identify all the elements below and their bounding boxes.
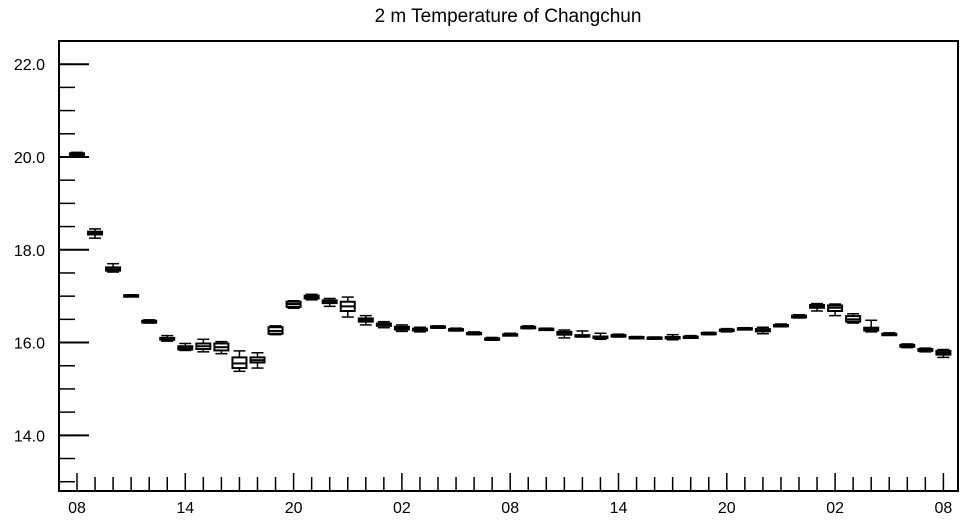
box-item (935, 348, 952, 359)
box-item (466, 331, 483, 336)
box-item (881, 332, 898, 337)
box-item (267, 325, 284, 336)
box-item (159, 334, 176, 342)
box-item (249, 352, 266, 369)
box-item (87, 228, 104, 239)
x-tick-label: 02 (393, 500, 411, 517)
box-item (141, 319, 158, 324)
box-item (791, 313, 807, 319)
x-tick-label: 08 (935, 500, 953, 517)
x-tick-label: 20 (285, 500, 303, 517)
y-tick-label: 18.0 (14, 243, 45, 260)
box-item (736, 326, 753, 331)
box-item (213, 340, 230, 355)
box-item (700, 331, 717, 336)
box-item (899, 343, 916, 349)
y-tick-label: 14.0 (14, 428, 45, 445)
box-item (105, 262, 122, 273)
box-item (538, 327, 555, 332)
x-tick-label: 20 (718, 500, 736, 517)
chart-title: 2 m Temperature of Changchun (375, 6, 642, 27)
box-item (754, 326, 771, 335)
box-series (69, 151, 952, 373)
plot-frame (58, 40, 959, 492)
box-item (520, 325, 537, 330)
x-tick-label: 14 (610, 500, 628, 517)
box-item (69, 151, 85, 157)
box-item (592, 332, 609, 341)
box-item (448, 327, 465, 332)
box-item (411, 326, 428, 333)
box-item (123, 294, 140, 298)
box-item (556, 329, 573, 339)
box-item (303, 293, 320, 301)
box-item (393, 324, 410, 333)
box-item (610, 333, 627, 338)
box-item (231, 350, 248, 373)
box-item (863, 319, 880, 333)
box-item (195, 338, 212, 353)
box-item (574, 330, 591, 338)
box-item (484, 336, 501, 341)
box-item (718, 327, 735, 333)
box-item (809, 302, 826, 312)
box-item (682, 334, 699, 340)
box-item (430, 325, 446, 329)
box-item (664, 333, 681, 341)
y-tick-label: 16.0 (14, 336, 45, 353)
box-item (917, 347, 934, 353)
y-tick-label: 20.0 (14, 150, 45, 167)
box-item (845, 313, 862, 324)
box-item (772, 323, 789, 328)
box-item (502, 332, 519, 337)
box-item (628, 335, 645, 340)
box-item (285, 300, 302, 309)
x-tick-label: 02 (826, 500, 844, 517)
axes: 14.0 16.0 18.0 20.0 22.0 08 14 20 02 08 14 20 02 08 (14, 40, 959, 517)
box-item (827, 303, 844, 317)
box-item (339, 296, 356, 318)
box-item (177, 342, 194, 352)
x-tick-label: 14 (176, 500, 194, 517)
box-item (646, 336, 663, 340)
y-tick-label: 22.0 (14, 57, 45, 74)
x-tick-label: 08 (501, 500, 519, 517)
box-item (357, 314, 374, 326)
x-tick-label: 08 (68, 500, 86, 517)
box-item (321, 297, 338, 308)
box-item (375, 320, 392, 329)
